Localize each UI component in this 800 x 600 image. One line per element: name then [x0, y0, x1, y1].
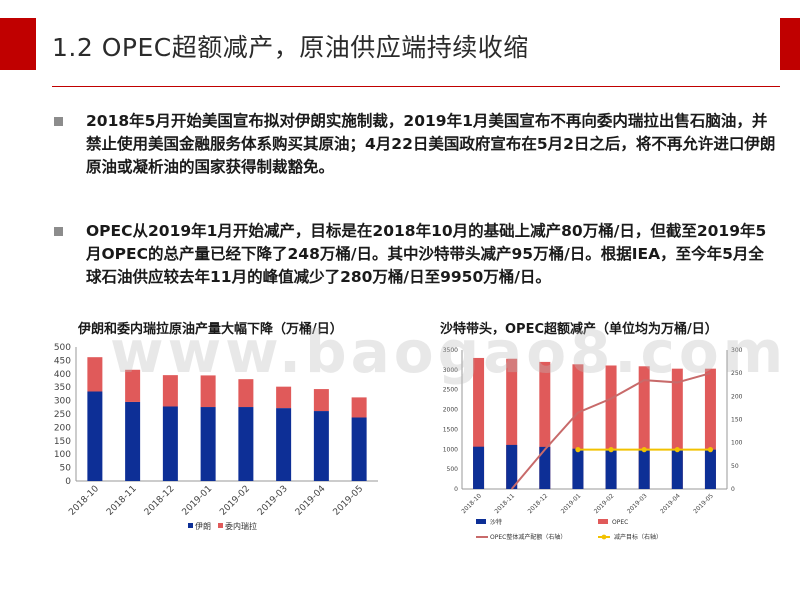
- y-tick-label: 300: [54, 397, 71, 407]
- bar-opec: [572, 364, 584, 489]
- right-y-tick-label: 0: [731, 486, 735, 493]
- line-cut-target-point: [674, 447, 680, 453]
- bar-iran: [162, 406, 178, 481]
- line-cut-target-point: [641, 447, 647, 453]
- legend-swatch-opec: [598, 519, 608, 524]
- x-tick-label: 2018-12: [527, 492, 550, 515]
- bar-venezuela: [87, 357, 103, 392]
- bar-opec: [704, 368, 716, 489]
- bar-iran: [200, 407, 216, 481]
- slide-title: 1.2 OPEC超额减产，原油供应端持续收缩: [52, 33, 529, 62]
- bar-opec: [473, 357, 485, 489]
- legend-swatch-venezuela: [218, 523, 223, 528]
- chart-title: 沙特带头，OPEC超额减产（单位均为万桶/日）: [440, 322, 718, 337]
- bullet-text: OPEC从2019年1月开始减产，目标是在2018年10月的基础上减产80万桶/…: [86, 222, 767, 286]
- y-tick-label: 150: [54, 437, 71, 447]
- y-tick-label: 400: [54, 370, 71, 380]
- legend-label-iran: 伊朗: [195, 521, 211, 531]
- bar-opec: [605, 365, 617, 489]
- bar-venezuela: [162, 375, 178, 407]
- bar-iran: [276, 408, 292, 481]
- left-y-tick-label: 0: [454, 486, 458, 493]
- right-y-tick-label: 50: [731, 463, 739, 470]
- legend-swatch-saudi: [476, 519, 486, 524]
- left-y-tick-label: 500: [447, 466, 459, 473]
- x-tick-label: 2018-10: [460, 492, 483, 515]
- legend-marker-cut-target: [601, 534, 607, 540]
- x-tick-label: 2019-05: [692, 492, 715, 515]
- bar-saudi: [473, 446, 485, 489]
- bar-saudi: [572, 448, 584, 489]
- y-tick-label: 50: [60, 464, 72, 474]
- y-tick-label: 250: [54, 410, 71, 420]
- bar-iran: [313, 411, 329, 481]
- title-divider: [52, 86, 780, 87]
- bar-saudi: [638, 450, 650, 489]
- y-tick-label: 200: [54, 423, 71, 433]
- legend-label-venezuela: 委内瑞拉: [225, 521, 257, 531]
- bar-venezuela: [351, 397, 367, 418]
- right-y-tick-label: 200: [731, 393, 743, 400]
- right-y-tick-label: 250: [731, 370, 743, 377]
- chart-title: 伊朗和委内瑞拉原油产量大幅下降（万桶/日）: [78, 322, 343, 337]
- bar-saudi: [605, 449, 617, 489]
- line-cut-target-point: [707, 447, 714, 453]
- y-tick-label: 0: [65, 477, 71, 487]
- line-cut-target-point: [608, 447, 614, 453]
- y-tick-label: 350: [54, 383, 71, 393]
- right-y-tick-label: 100: [731, 440, 743, 447]
- bullet-paragraph: OPEC从2019年1月开始减产，目标是在2018年10月的基础上减产80万桶/…: [54, 220, 776, 289]
- y-tick-label: 100: [54, 450, 71, 460]
- legend-label-cut-target: 减产目标（右轴）: [614, 533, 662, 541]
- bullet-square-icon: [54, 227, 63, 236]
- bar-venezuela: [125, 369, 141, 402]
- bar-venezuela: [276, 386, 292, 409]
- bar-opec: [539, 361, 551, 489]
- bar-iran: [351, 417, 367, 481]
- bar-iran: [87, 391, 103, 481]
- left-y-tick-label: 1000: [443, 446, 458, 453]
- accent-bar-left: [0, 18, 36, 70]
- bar-iran: [125, 401, 141, 481]
- bullet-text: 2018年5月开始美国宣布拟对伊朗实施制裁，2019年1月美国宣布不再向委内瑞拉…: [86, 112, 776, 176]
- left-y-tick-label: 2000: [443, 407, 458, 414]
- bar-venezuela: [200, 375, 216, 408]
- y-tick-label: 450: [54, 356, 71, 366]
- left-y-tick-label: 2500: [443, 387, 458, 394]
- line-opec-cut: [510, 372, 711, 490]
- left-y-tick-label: 3500: [443, 347, 458, 354]
- left-y-tick-label: 1500: [443, 426, 458, 433]
- line-cut-target-point: [575, 447, 581, 453]
- left-y-tick-label: 3000: [443, 367, 458, 374]
- legend-swatch-iran: [188, 523, 193, 528]
- bar-saudi: [704, 449, 716, 489]
- right-y-tick-label: 150: [731, 417, 743, 424]
- accent-bar-right: [780, 18, 800, 70]
- bar-saudi: [671, 450, 683, 489]
- legend-label-saudi: 沙特: [490, 518, 502, 526]
- bullet-paragraph: 2018年5月开始美国宣布拟对伊朗实施制裁，2019年1月美国宣布不再向委内瑞拉…: [54, 110, 776, 179]
- legend-label-opec: OPEC: [612, 519, 628, 526]
- bar-opec: [506, 358, 518, 489]
- bar-saudi: [506, 444, 518, 489]
- x-tick-label: 2019-02: [593, 492, 616, 515]
- bar-opec: [638, 366, 650, 489]
- x-tick-label: 2019-04: [659, 492, 682, 515]
- x-tick-label: 2019-03: [626, 492, 649, 515]
- right-y-tick-label: 300: [731, 347, 743, 354]
- bar-iran: [238, 407, 254, 481]
- x-tick-label: 2018-11: [493, 492, 516, 515]
- bullet-square-icon: [54, 117, 63, 126]
- legend-label-opec-cut: OPEC整体减产配额（右轴）: [490, 533, 566, 541]
- bar-opec: [671, 368, 683, 489]
- bar-venezuela: [313, 389, 329, 412]
- y-tick-label: 500: [54, 343, 71, 353]
- bar-saudi: [539, 446, 551, 489]
- x-tick-label: 2019-01: [560, 492, 583, 515]
- bar-venezuela: [238, 379, 254, 408]
